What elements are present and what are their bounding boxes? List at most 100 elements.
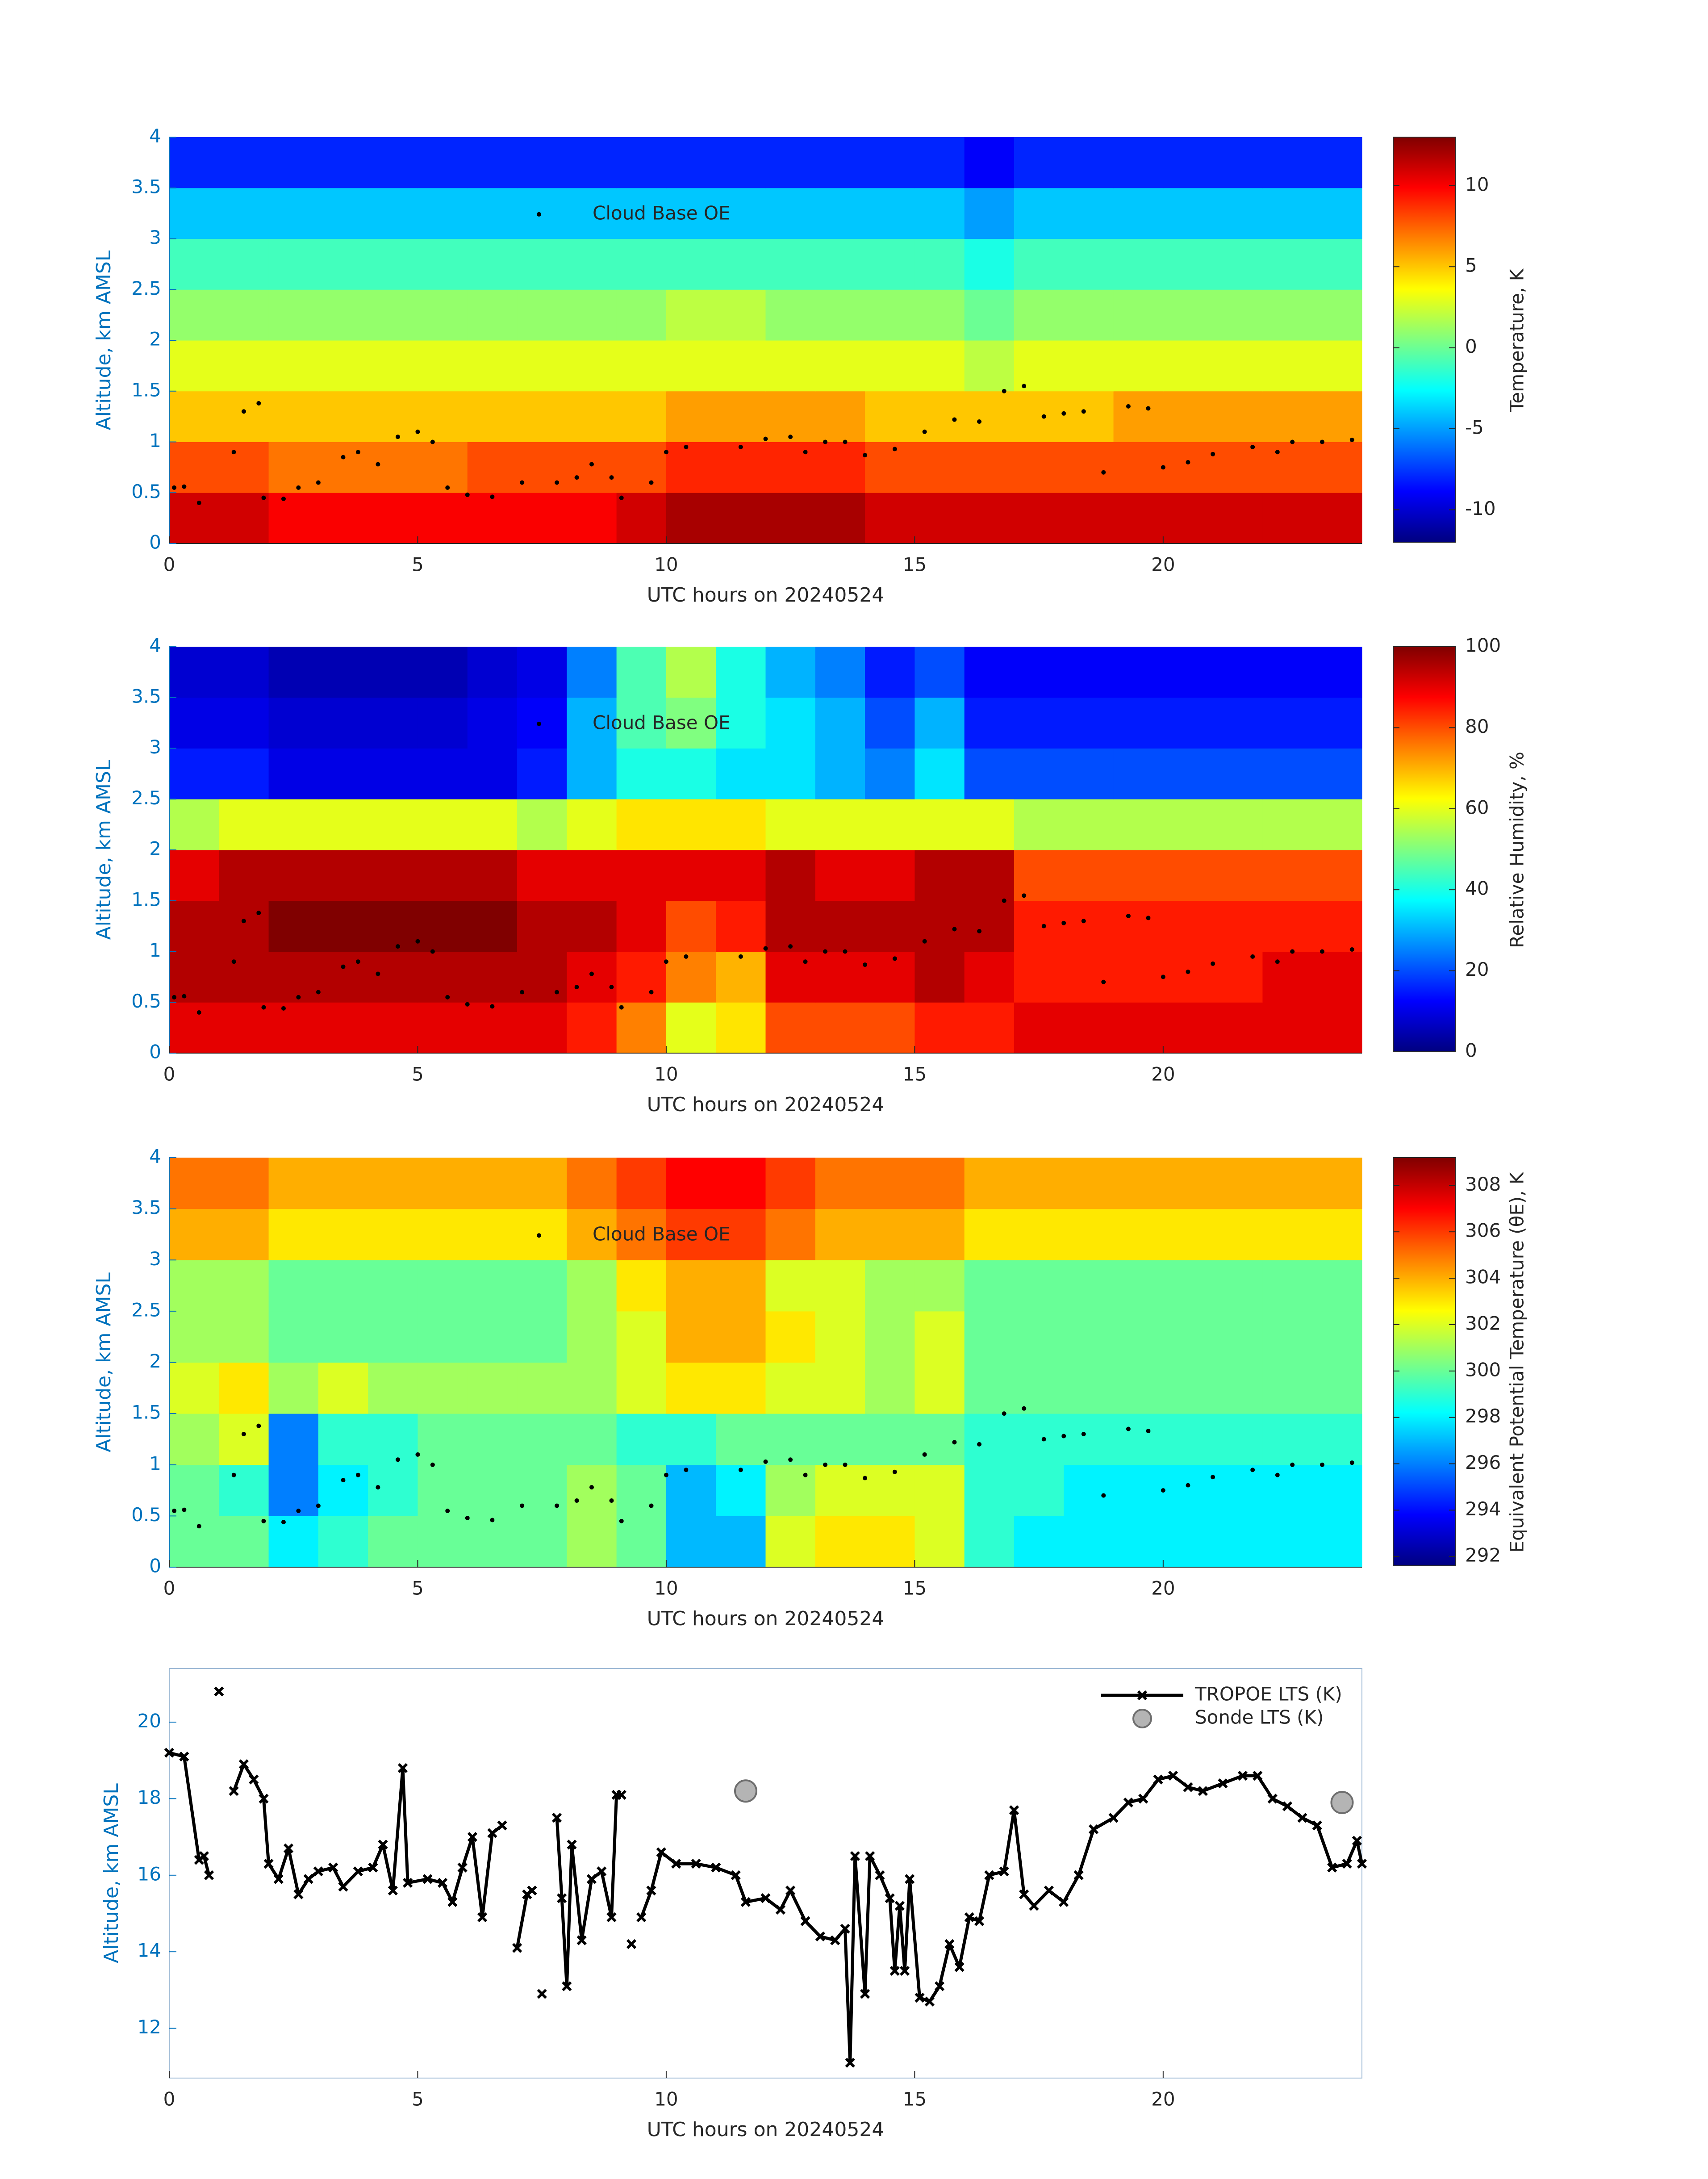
y-tick-label: 0 <box>149 1555 161 1577</box>
heatmap-cell <box>915 748 965 799</box>
series-marker <box>1267 1794 1278 1804</box>
heatmap-cell <box>1262 799 1313 850</box>
cloud-base-dot <box>1320 1462 1324 1467</box>
y-tick-label: 2.5 <box>131 277 161 299</box>
heatmap-cell <box>418 340 468 392</box>
heatmap-cell <box>368 1362 418 1414</box>
heatmap-cell <box>765 697 816 749</box>
series-marker <box>497 1820 507 1831</box>
heatmap-cell <box>517 1311 567 1363</box>
heatmap-cell <box>219 442 269 493</box>
heatmap-cell <box>964 1464 1015 1516</box>
heatmap-cell <box>765 850 816 901</box>
heatmap-cell <box>219 1516 269 1568</box>
heatmap-cell <box>467 391 518 442</box>
heatmap-cell <box>418 697 468 749</box>
heatmap-cell <box>964 188 1015 239</box>
cloud-base-dot <box>355 959 360 964</box>
heatmap-cell <box>915 188 965 239</box>
heatmap-cell <box>418 799 468 850</box>
heatmap-cell <box>1262 238 1313 290</box>
heatmap-cell <box>716 697 766 749</box>
heatmap-cell <box>1262 340 1313 392</box>
heatmap-cell <box>517 1516 567 1568</box>
cloud-base-dot <box>952 927 957 932</box>
heatmap-cell <box>1213 799 1263 850</box>
heatmap-cell <box>1163 748 1213 799</box>
series-marker <box>626 1939 637 1949</box>
cloud-base-dot <box>863 1476 868 1481</box>
heatmap-cell <box>865 137 915 188</box>
heatmap-cell <box>1113 1516 1164 1568</box>
heatmap-cell <box>1312 1362 1362 1414</box>
y-tick-label: 14 <box>138 1940 161 1962</box>
heatmap-cell <box>865 1158 915 1209</box>
cloud-base-dot <box>490 494 495 499</box>
heatmap-cell <box>418 391 468 442</box>
heatmap-cell <box>815 391 865 442</box>
heatmap-cell <box>815 1464 865 1516</box>
cloud-base-dot <box>1002 389 1006 393</box>
series-marker <box>204 1870 214 1880</box>
cloud-base-dot <box>1101 979 1106 984</box>
heatmap-cell <box>1064 1516 1114 1568</box>
heatmap-cell <box>765 289 816 341</box>
legend-label: Cloud Base OE <box>593 202 731 224</box>
heatmap-cell <box>1163 1158 1213 1209</box>
cloud-base-dot <box>430 439 435 444</box>
heatmap-cell <box>268 1002 319 1054</box>
y-tick-label: 1.5 <box>131 1401 161 1423</box>
series-marker <box>964 1912 974 1923</box>
heatmap-cell <box>368 188 418 239</box>
heatmap-cell <box>318 1414 368 1465</box>
x-tick-label: 20 <box>1151 1577 1175 1599</box>
heatmap-cell <box>616 850 667 901</box>
heatmap-cell <box>1262 1362 1313 1414</box>
heatmap-cell <box>616 1260 667 1312</box>
cloud-base-dot <box>1146 406 1151 411</box>
heatmap-cell <box>517 289 567 341</box>
series-marker <box>785 1885 796 1896</box>
x-tick-label: 10 <box>654 1577 678 1599</box>
series-marker <box>1009 1805 1019 1815</box>
heatmap-cell <box>368 850 418 901</box>
colorbar-tick-label: 294 <box>1465 1498 1501 1520</box>
heatmap-cell <box>169 137 219 188</box>
heatmap-cell <box>1014 748 1064 799</box>
heatmap-cell <box>1113 1158 1164 1209</box>
x-tick-label: 20 <box>1151 554 1175 576</box>
heatmap-cell <box>1163 137 1213 188</box>
heatmap-cell <box>318 238 368 290</box>
heatmap-cell <box>1113 340 1164 392</box>
x-tick-label: 5 <box>412 1577 424 1599</box>
x-axis-label: UTC hours on 20240524 <box>647 2118 885 2141</box>
colorbar-tick-label: 292 <box>1465 1544 1501 1566</box>
heatmap-cell <box>716 1311 766 1363</box>
heatmap-cell <box>865 647 915 698</box>
cloud-base-dot <box>1022 1406 1027 1411</box>
series-marker <box>457 1862 468 1873</box>
heatmap-cell <box>1213 647 1263 698</box>
series-marker <box>467 1832 478 1842</box>
heatmap-cell <box>1014 697 1064 749</box>
cloud-base-dot <box>1126 913 1131 918</box>
heatmap-cell <box>1163 850 1213 901</box>
heatmap-cell <box>666 238 716 290</box>
y-tick-label: 1.5 <box>131 888 161 910</box>
heatmap-cell <box>268 748 319 799</box>
heatmap-cell <box>1064 493 1114 544</box>
legend-label: Cloud Base OE <box>593 1223 731 1245</box>
heatmap-cell <box>1014 951 1064 1003</box>
heatmap-cell <box>616 900 667 952</box>
heatmap-cell <box>1213 850 1263 901</box>
heatmap-cell <box>765 900 816 952</box>
series-marker <box>537 1989 547 1999</box>
heatmap-cell <box>964 900 1015 952</box>
heatmap-cell <box>318 1362 368 1414</box>
heatmap-cell <box>1312 1311 1362 1363</box>
heatmap-cell <box>467 1414 518 1465</box>
x-axis-label: UTC hours on 20240524 <box>647 1607 885 1630</box>
heatmap-cell <box>616 1362 667 1414</box>
cloud-base-dot <box>261 1005 266 1010</box>
heatmap-cell <box>467 1002 518 1054</box>
